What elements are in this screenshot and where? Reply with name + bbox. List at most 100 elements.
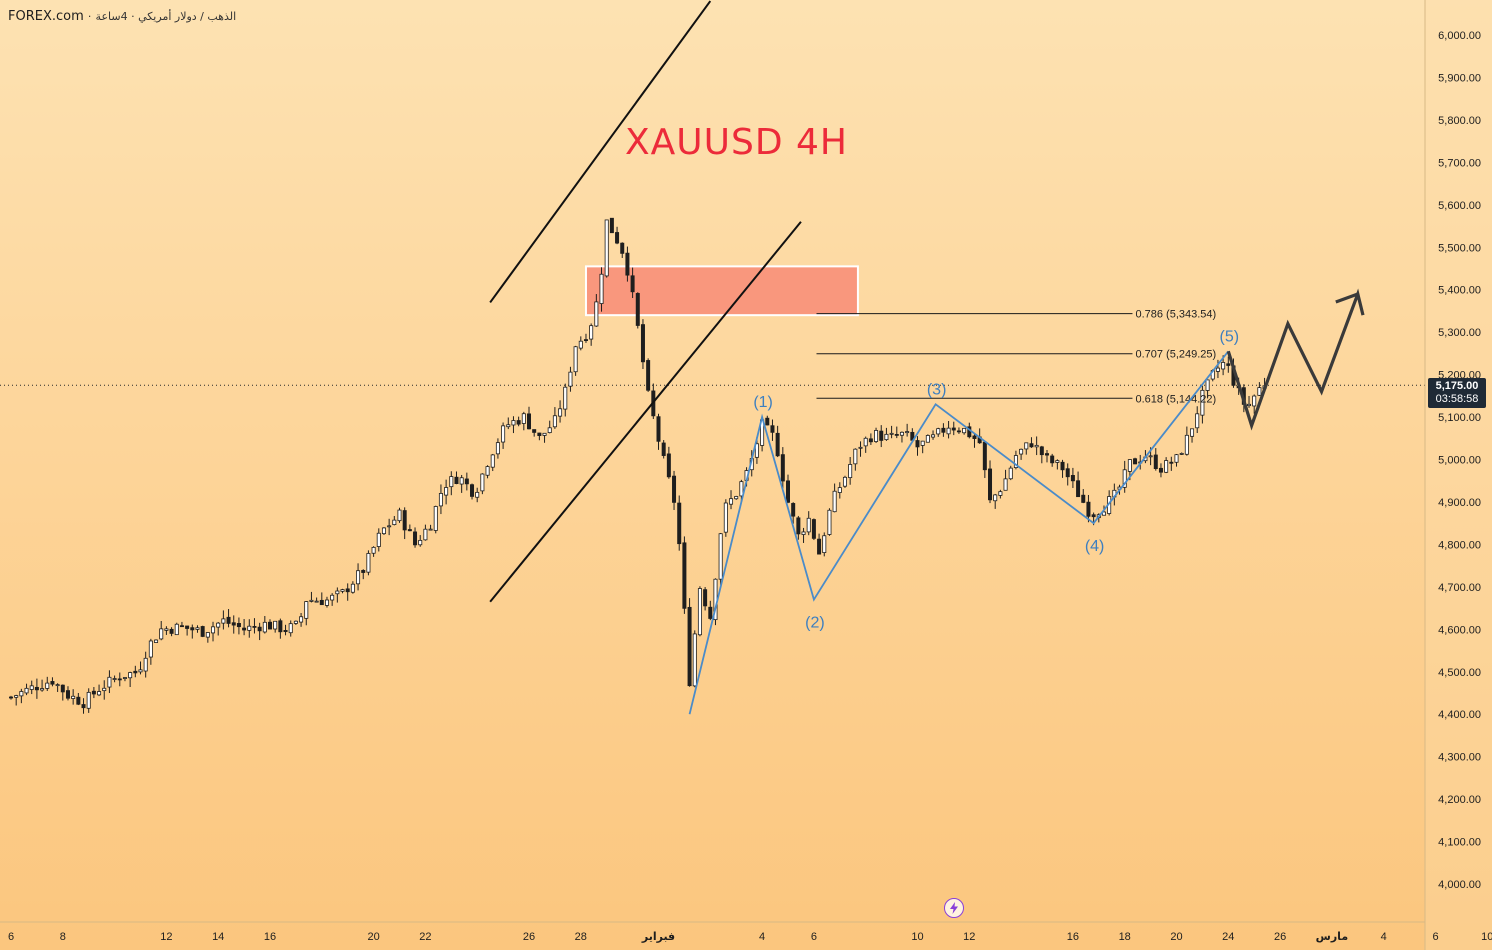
candle-body[interactable]	[858, 446, 863, 449]
candle-body[interactable]	[148, 640, 153, 658]
candle-body[interactable]	[470, 484, 475, 497]
candle-body[interactable]	[1122, 469, 1127, 488]
candle-body[interactable]	[107, 676, 112, 688]
candle-body[interactable]	[599, 273, 604, 304]
candle-body[interactable]	[164, 628, 169, 631]
candle-body[interactable]	[340, 589, 345, 592]
candle-body[interactable]	[765, 417, 770, 426]
candle-body[interactable]	[97, 691, 102, 696]
candle-body[interactable]	[86, 691, 91, 709]
candle-body[interactable]	[433, 506, 438, 531]
candle-body[interactable]	[356, 570, 361, 585]
candle-body[interactable]	[242, 627, 247, 631]
candle-body[interactable]	[324, 599, 329, 606]
candle-body[interactable]	[205, 632, 210, 638]
candle-body[interactable]	[273, 620, 278, 630]
candle-body[interactable]	[24, 687, 29, 694]
candle-body[interactable]	[293, 620, 298, 624]
candle-body[interactable]	[392, 519, 397, 526]
candle-body[interactable]	[1133, 458, 1138, 465]
candle-body[interactable]	[609, 217, 614, 234]
channel-upper-line[interactable]	[489, 0, 712, 304]
candle-body[interactable]	[1158, 467, 1163, 473]
candle-body[interactable]	[1003, 478, 1008, 491]
candle-body[interactable]	[71, 695, 76, 699]
candle-body[interactable]	[827, 509, 832, 535]
candle-body[interactable]	[133, 670, 138, 674]
candle-body[interactable]	[1013, 455, 1018, 468]
candle-body[interactable]	[40, 688, 45, 691]
candle-body[interactable]	[635, 293, 640, 326]
candle-body[interactable]	[537, 432, 542, 437]
candle-body[interactable]	[894, 434, 899, 436]
candle-body[interactable]	[216, 622, 221, 628]
candle-body[interactable]	[734, 496, 739, 500]
candle-body[interactable]	[552, 415, 557, 428]
candle-body[interactable]	[687, 606, 692, 687]
candle-body[interactable]	[806, 517, 811, 533]
candle-body[interactable]	[169, 628, 174, 634]
candle-body[interactable]	[1200, 389, 1205, 416]
candle-body[interactable]	[640, 324, 645, 363]
candle-body[interactable]	[1050, 455, 1055, 464]
candle-body[interactable]	[257, 626, 262, 632]
candle-body[interactable]	[739, 481, 744, 497]
candle-body[interactable]	[304, 601, 309, 619]
candle-body[interactable]	[899, 431, 904, 436]
candle-body[interactable]	[692, 633, 697, 687]
candle-body[interactable]	[941, 427, 946, 433]
candle-body[interactable]	[102, 687, 107, 692]
candle-body[interactable]	[319, 599, 324, 606]
candle-body[interactable]	[154, 639, 159, 643]
candle-body[interactable]	[563, 386, 568, 410]
candle-body[interactable]	[998, 491, 1003, 496]
candle-body[interactable]	[1247, 403, 1252, 407]
candle-body[interactable]	[962, 427, 967, 434]
candle-body[interactable]	[506, 424, 511, 428]
candle-body[interactable]	[521, 413, 526, 424]
candle-body[interactable]	[65, 690, 70, 699]
candle-body[interactable]	[407, 529, 412, 532]
candle-body[interactable]	[1169, 461, 1174, 464]
candle-body[interactable]	[1039, 446, 1044, 456]
candle-body[interactable]	[672, 475, 677, 503]
candle-body[interactable]	[532, 429, 537, 433]
candle-body[interactable]	[905, 431, 910, 434]
candle-body[interactable]	[583, 339, 588, 341]
candle-body[interactable]	[19, 691, 24, 697]
candle-body[interactable]	[45, 682, 50, 689]
candle-body[interactable]	[299, 616, 304, 623]
candle-body[interactable]	[1070, 475, 1075, 482]
candle-body[interactable]	[677, 502, 682, 545]
candle-body[interactable]	[330, 594, 335, 601]
candle-body[interactable]	[495, 442, 500, 455]
candle-body[interactable]	[853, 448, 858, 465]
candle-body[interactable]	[723, 502, 728, 533]
candle-body[interactable]	[8, 696, 13, 699]
candle-body[interactable]	[387, 525, 392, 528]
candle-body[interactable]	[371, 546, 376, 554]
candle-body[interactable]	[60, 684, 65, 693]
candle-body[interactable]	[625, 252, 630, 276]
candle-body[interactable]	[817, 538, 822, 555]
candle-body[interactable]	[381, 527, 386, 535]
candle-body[interactable]	[1081, 494, 1086, 503]
candle-body[interactable]	[863, 437, 868, 447]
candle-body[interactable]	[884, 433, 889, 441]
candle-body[interactable]	[1148, 455, 1153, 458]
candle-body[interactable]	[267, 621, 272, 630]
candle-body[interactable]	[656, 416, 661, 442]
candle-body[interactable]	[666, 453, 671, 478]
candle-body[interactable]	[335, 590, 340, 595]
candle-body[interactable]	[925, 435, 930, 443]
candle-body[interactable]	[231, 622, 236, 626]
candle-body[interactable]	[190, 627, 195, 631]
candle-body[interactable]	[988, 468, 993, 501]
candle-body[interactable]	[185, 625, 190, 629]
candle-body[interactable]	[1195, 413, 1200, 429]
candle-body[interactable]	[1086, 501, 1091, 517]
candle-body[interactable]	[402, 510, 407, 531]
candle-body[interactable]	[889, 432, 894, 435]
channel-lower-line[interactable]	[489, 221, 802, 603]
